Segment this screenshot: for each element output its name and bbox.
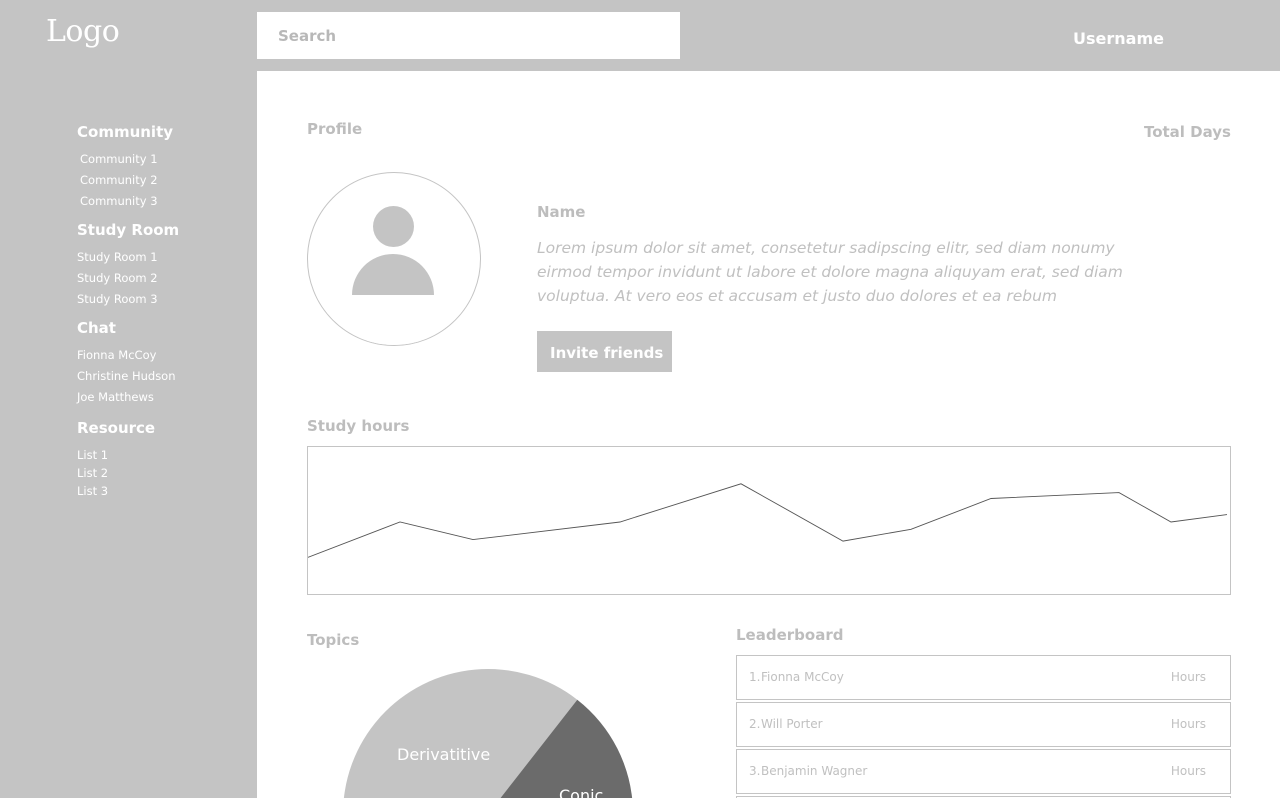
leaderboard-hours: Hours xyxy=(1170,717,1206,731)
leaderboard-rank: 2. xyxy=(749,717,761,731)
leaderboard-hours: Hours xyxy=(1170,764,1206,778)
profile-description: Lorem ipsum dolor sit amet, consetetur s… xyxy=(537,239,1123,305)
leaderboard-name: Benjamin Wagner xyxy=(761,764,868,778)
sidebar-item-resource-1[interactable]: List 1 xyxy=(77,448,109,462)
sidebar-item-community-1[interactable]: Community 1 xyxy=(80,152,158,166)
sidebar-item-resource-2[interactable]: List 2 xyxy=(77,466,109,480)
search-input[interactable] xyxy=(257,12,680,59)
sidebar-item-study-room-3[interactable]: Study Room 3 xyxy=(77,292,158,306)
logo[interactable]: Logo xyxy=(46,14,120,49)
leaderboard-row[interactable] xyxy=(736,796,1231,798)
sidebar-item-resource-3[interactable]: List 3 xyxy=(77,484,109,498)
sidebar: Community Community 1 Community 2 Commun… xyxy=(0,71,257,798)
sidebar-heading-resource[interactable]: Resource xyxy=(77,419,156,437)
topics-label: Topics xyxy=(307,631,360,649)
sidebar-item-community-3[interactable]: Community 3 xyxy=(80,194,158,208)
study-hours-line-chart xyxy=(308,483,1228,558)
profile-name: Name xyxy=(537,203,586,221)
sidebar-item-chat-2[interactable]: Christine Hudson xyxy=(77,369,176,383)
sidebar-heading-community[interactable]: Community xyxy=(77,123,174,141)
sidebar-item-community-2[interactable]: Community 2 xyxy=(80,173,158,187)
total-days-label: Total Days xyxy=(1143,123,1231,141)
avatar[interactable] xyxy=(307,172,481,346)
pie-label-conic: Conic xyxy=(559,786,603,798)
top-bar: Logo Username xyxy=(0,0,1280,71)
username[interactable]: Username xyxy=(1073,29,1164,48)
invite-friends-button[interactable]: Invite friends xyxy=(537,331,672,372)
topics-pie-chart: Derivatitive Conic xyxy=(342,668,634,798)
sidebar-item-chat-1[interactable]: Fionna McCoy xyxy=(77,348,157,362)
study-hours-series-line xyxy=(308,483,1228,558)
sidebar-heading-study-room[interactable]: Study Room xyxy=(77,221,180,239)
study-hours-label: Study hours xyxy=(307,417,410,435)
sidebar-item-study-room-1[interactable]: Study Room 1 xyxy=(77,250,158,264)
leaderboard-hours: Hours xyxy=(1170,670,1206,684)
leaderboard-row[interactable]: 3. Benjamin Wagner Hours xyxy=(736,749,1231,794)
sidebar-heading-chat[interactable]: Chat xyxy=(77,319,116,337)
leaderboard-name: Will Porter xyxy=(761,717,823,731)
leaderboard-row[interactable]: 1. Fionna McCoy Hours xyxy=(736,655,1231,700)
study-hours-chart xyxy=(307,446,1231,595)
sidebar-item-study-room-2[interactable]: Study Room 2 xyxy=(77,271,158,285)
leaderboard-name: Fionna McCoy xyxy=(761,670,844,684)
user-silhouette-icon xyxy=(373,206,414,247)
leaderboard-label: Leaderboard xyxy=(736,626,844,644)
leaderboard-row[interactable]: 2. Will Porter Hours xyxy=(736,702,1231,747)
pie-label-derivatitive: Derivatitive xyxy=(397,745,490,764)
profile-label: Profile xyxy=(307,120,363,138)
leaderboard-rank: 3. xyxy=(749,764,761,778)
main-panel: Profile Total Days Name Lorem ipsum dolo… xyxy=(257,71,1280,798)
pie-slice-derivatitive xyxy=(343,669,578,798)
leaderboard-rank: 1. xyxy=(749,670,761,684)
sidebar-item-chat-3[interactable]: Joe Matthews xyxy=(77,390,154,404)
pie-slice-conic xyxy=(500,699,633,798)
